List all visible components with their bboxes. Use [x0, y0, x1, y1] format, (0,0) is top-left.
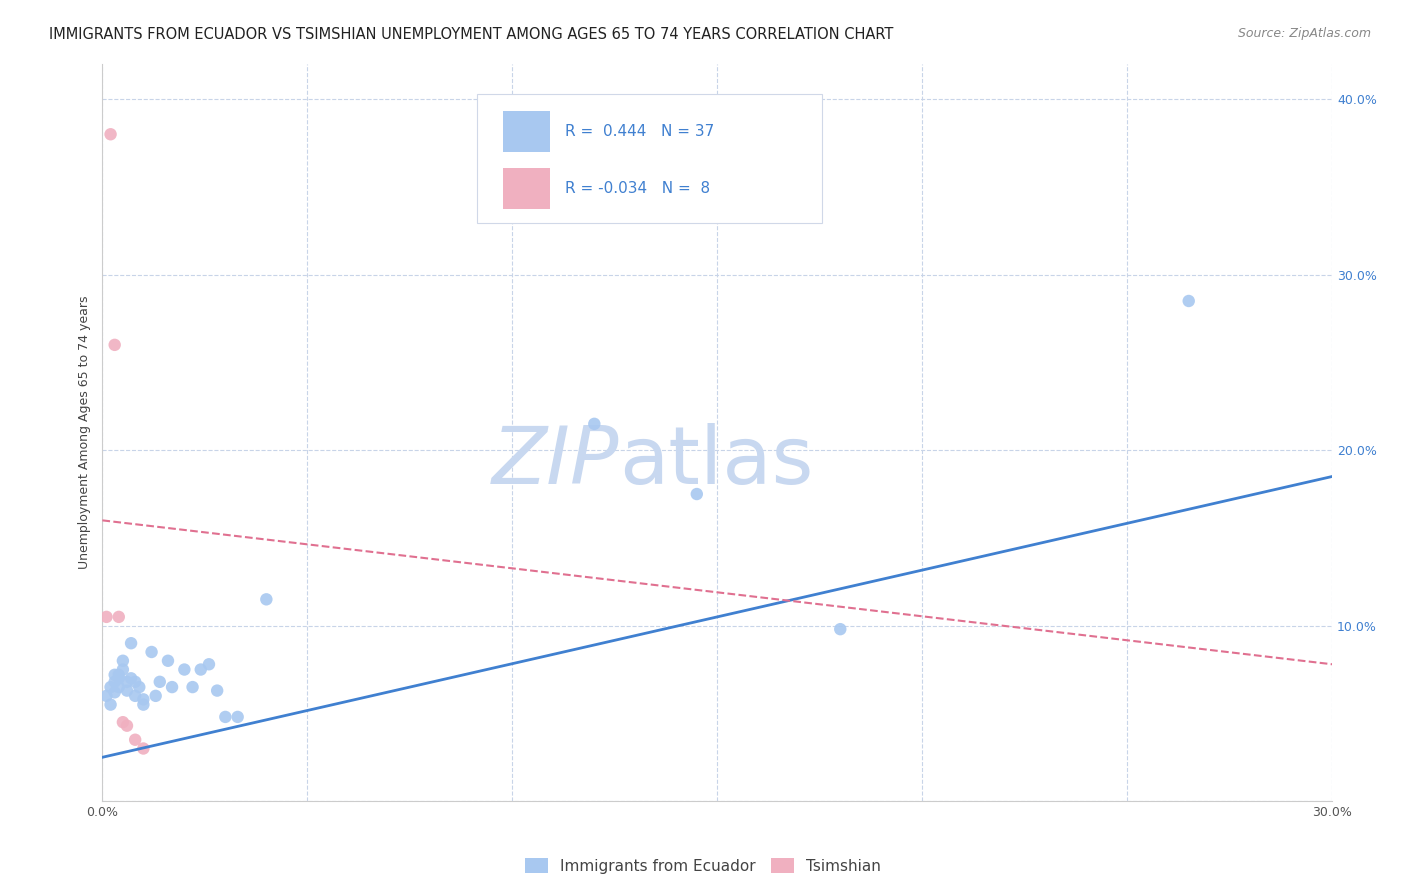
Point [156, 654, 179, 668]
FancyBboxPatch shape [503, 169, 550, 209]
Text: R = -0.034   N =  8: R = -0.034 N = 8 [565, 181, 710, 196]
Y-axis label: Unemployment Among Ages 65 to 74 years: Unemployment Among Ages 65 to 74 years [79, 296, 91, 569]
Point [96, 689, 118, 703]
Point [583, 417, 606, 431]
Point [686, 487, 709, 501]
Point [198, 657, 221, 672]
Point [124, 674, 146, 689]
Point [254, 592, 277, 607]
Text: ZIP: ZIP [492, 423, 619, 501]
Point [190, 663, 212, 677]
Point [830, 622, 852, 636]
Point [115, 674, 138, 689]
Point [120, 671, 142, 685]
Text: R =  0.444   N = 37: R = 0.444 N = 37 [565, 124, 714, 139]
Point [100, 698, 122, 712]
Point [104, 674, 127, 689]
Point [145, 689, 167, 703]
Point [226, 710, 249, 724]
Point [124, 689, 146, 703]
FancyBboxPatch shape [503, 111, 550, 152]
Point [124, 732, 146, 747]
Point [132, 698, 155, 712]
Point [181, 680, 204, 694]
Point [173, 663, 195, 677]
Point [96, 610, 118, 624]
Point [141, 645, 163, 659]
Point [214, 710, 236, 724]
Point [120, 636, 142, 650]
Point [1177, 293, 1199, 308]
Point [132, 692, 155, 706]
FancyBboxPatch shape [478, 94, 823, 222]
Point [149, 674, 172, 689]
Point [104, 685, 127, 699]
Point [107, 668, 129, 682]
Text: atlas: atlas [619, 423, 813, 501]
Point [115, 719, 138, 733]
Point [111, 663, 134, 677]
Point [115, 683, 138, 698]
Point [160, 680, 183, 694]
Point [132, 741, 155, 756]
Point [205, 683, 228, 698]
Point [100, 128, 122, 142]
Point [107, 610, 129, 624]
Point [128, 680, 150, 694]
Text: IMMIGRANTS FROM ECUADOR VS TSIMSHIAN UNEMPLOYMENT AMONG AGES 65 TO 74 YEARS CORR: IMMIGRANTS FROM ECUADOR VS TSIMSHIAN UNE… [49, 27, 894, 42]
Point [111, 715, 134, 730]
Point [104, 338, 127, 352]
Text: Source: ZipAtlas.com: Source: ZipAtlas.com [1237, 27, 1371, 40]
Point [104, 668, 127, 682]
Point [111, 654, 134, 668]
Point [107, 671, 129, 685]
Point [100, 680, 122, 694]
Point [107, 680, 129, 694]
Legend: Immigrants from Ecuador, Tsimshian: Immigrants from Ecuador, Tsimshian [519, 852, 887, 880]
